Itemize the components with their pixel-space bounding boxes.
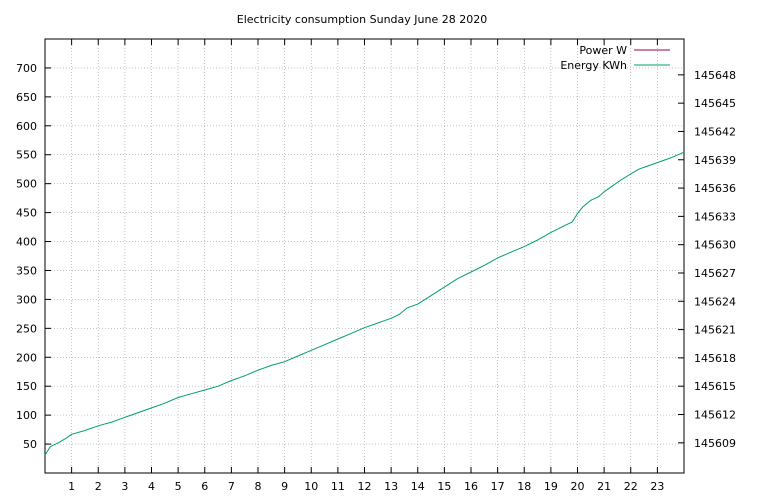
y-tick-label: 650 [16,91,37,104]
y2-tick-label: 145609 [694,437,736,450]
y2-tick-label: 145639 [694,154,736,167]
y-tick-label: 500 [16,178,37,191]
y2-tick-label: 145636 [694,182,736,195]
y2-tick-label: 145630 [694,239,736,252]
y-tick-label: 400 [16,236,37,249]
y-tick-label: 250 [16,322,37,335]
x-tick-label: 18 [517,480,531,493]
y2-tick-label: 145612 [694,409,736,422]
y2-tick-label: 145645 [694,97,736,110]
y-tick-label: 600 [16,120,37,133]
x-tick-label: 23 [650,480,664,493]
x-tick-label: 13 [384,480,398,493]
y2-tick-label: 145621 [694,324,736,337]
legend: Power W Energy KWh [560,44,670,72]
y-tick-label: 700 [16,62,37,75]
x-tick-label: 9 [281,480,288,493]
x-tick-label: 19 [544,480,558,493]
y-tick-label: 350 [16,264,37,277]
x-tick-label: 8 [255,480,262,493]
y2-tick-label: 145615 [694,380,736,393]
x-tick-label: 12 [358,480,372,493]
x-tick-label: 1 [68,480,75,493]
legend-label: Energy KWh [560,59,627,72]
x-tick-label: 7 [228,480,235,493]
y-tick-label: 150 [16,380,37,393]
series-lines [44,151,685,456]
x-tick-label: 16 [464,480,478,493]
x-tick-label: 20 [571,480,585,493]
y2-tick-label: 145624 [694,295,736,308]
axis-ticks: 1 2 3 4 5 6 7 8 9 10 11 12 13 14 15 16 17 18 19 20 21 22 23501… [16,39,736,493]
y2-tick-label: 145648 [694,69,736,82]
x-tick-label: 10 [304,480,318,493]
x-tick-label: 15 [437,480,451,493]
legend-label: Power W [579,44,627,57]
y-tick-label: 450 [16,207,37,220]
x-tick-label: 2 [95,480,102,493]
x-tick-label: 21 [597,480,611,493]
y-tick-label: 50 [23,438,37,451]
energy-kwh-line [44,151,685,456]
x-tick-label: 6 [201,480,208,493]
y-tick-label: 550 [16,149,37,162]
x-tick-label: 4 [148,480,155,493]
x-tick-label: 5 [175,480,182,493]
y-tick-label: 100 [16,409,37,422]
y2-tick-label: 145633 [694,210,736,223]
y2-tick-label: 145618 [694,352,736,365]
y-tick-label: 200 [16,351,37,364]
y2-tick-label: 145627 [694,267,736,280]
x-tick-label: 22 [624,480,638,493]
x-tick-label: 17 [491,480,505,493]
chart-title: Electricity consumption Sunday June 28 2… [237,13,487,26]
x-tick-label: 11 [331,480,345,493]
grid [45,39,684,473]
y2-tick-label: 145642 [694,125,736,138]
x-tick-label: 3 [121,480,128,493]
y-tick-label: 300 [16,293,37,306]
x-tick-label: 14 [411,480,425,493]
